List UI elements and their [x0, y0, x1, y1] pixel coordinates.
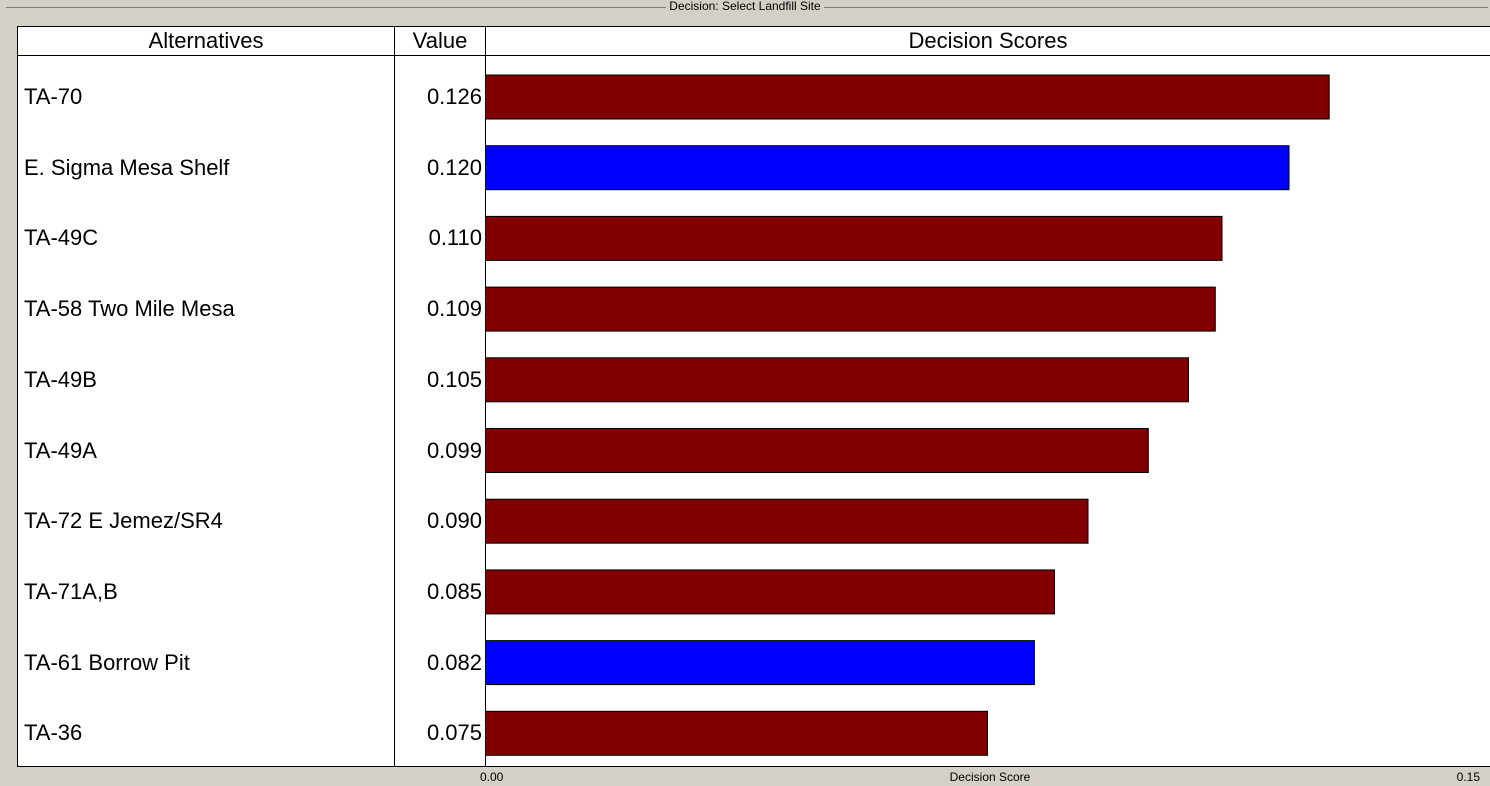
alternative-name: TA-49C — [24, 225, 99, 251]
alternative-value: 0.090 — [426, 508, 482, 534]
alternative-value: 0.075 — [426, 720, 482, 746]
alternative-name: TA-49A — [24, 437, 97, 463]
alternative-name: TA-58 Two Mile Mesa — [24, 296, 235, 322]
alternative-name: TA-49B — [24, 366, 97, 392]
alternative-value: 0.120 — [426, 154, 482, 180]
alternative-value: 0.126 — [426, 84, 482, 109]
score-bar — [485, 498, 1089, 544]
alternative-name: TA-72 E Jemez/SR4 — [24, 508, 223, 534]
score-bar — [485, 145, 1290, 191]
alternative-value: 0.085 — [426, 578, 482, 604]
alternative-name: TA-70 — [24, 84, 83, 109]
alternative-name: TA-71A,B — [24, 578, 118, 604]
window-title: Decision: Select Landfill Site — [0, 0, 1490, 14]
decision-scores-panel: Alternatives Value Decision Scores TA-70… — [17, 26, 1490, 767]
score-bar — [485, 710, 988, 756]
score-bar — [485, 286, 1216, 332]
alternative-value: 0.110 — [428, 225, 482, 251]
decision-scores-header: Decision Scores — [908, 28, 1068, 53]
value-header: Value — [412, 28, 468, 53]
score-bar — [485, 74, 1330, 120]
alternative-name: E. Sigma Mesa Shelf — [24, 154, 230, 180]
header-separator — [18, 55, 1490, 56]
axis-max-label: 0.15 — [1456, 770, 1480, 784]
alternative-value: 0.109 — [426, 296, 482, 322]
score-bar — [485, 357, 1189, 403]
alternatives-column-divider — [394, 27, 395, 767]
alternative-name: TA-36 — [24, 720, 83, 746]
window-title-text: Decision: Select Landfill Site — [666, 0, 824, 13]
alternative-value: 0.082 — [426, 649, 482, 675]
score-bar — [485, 215, 1223, 261]
score-bar — [485, 428, 1149, 473]
alternatives-header: Alternatives — [148, 28, 264, 53]
alternative-rows: TA-70 0.126 E. Sigma Mesa Shelf 0.120 TA-49C… — [18, 27, 1490, 767]
score-bar — [485, 569, 1055, 615]
axis-title: Decision Score — [949, 770, 1031, 784]
bar-plot — [485, 74, 1330, 756]
score-bar — [485, 640, 1035, 686]
alternative-value: 0.099 — [426, 437, 482, 463]
alternative-name: TA-61 Borrow Pit — [24, 649, 190, 675]
alternative-value: 0.105 — [426, 366, 482, 392]
axis-min-label: 0.00 — [480, 770, 504, 784]
